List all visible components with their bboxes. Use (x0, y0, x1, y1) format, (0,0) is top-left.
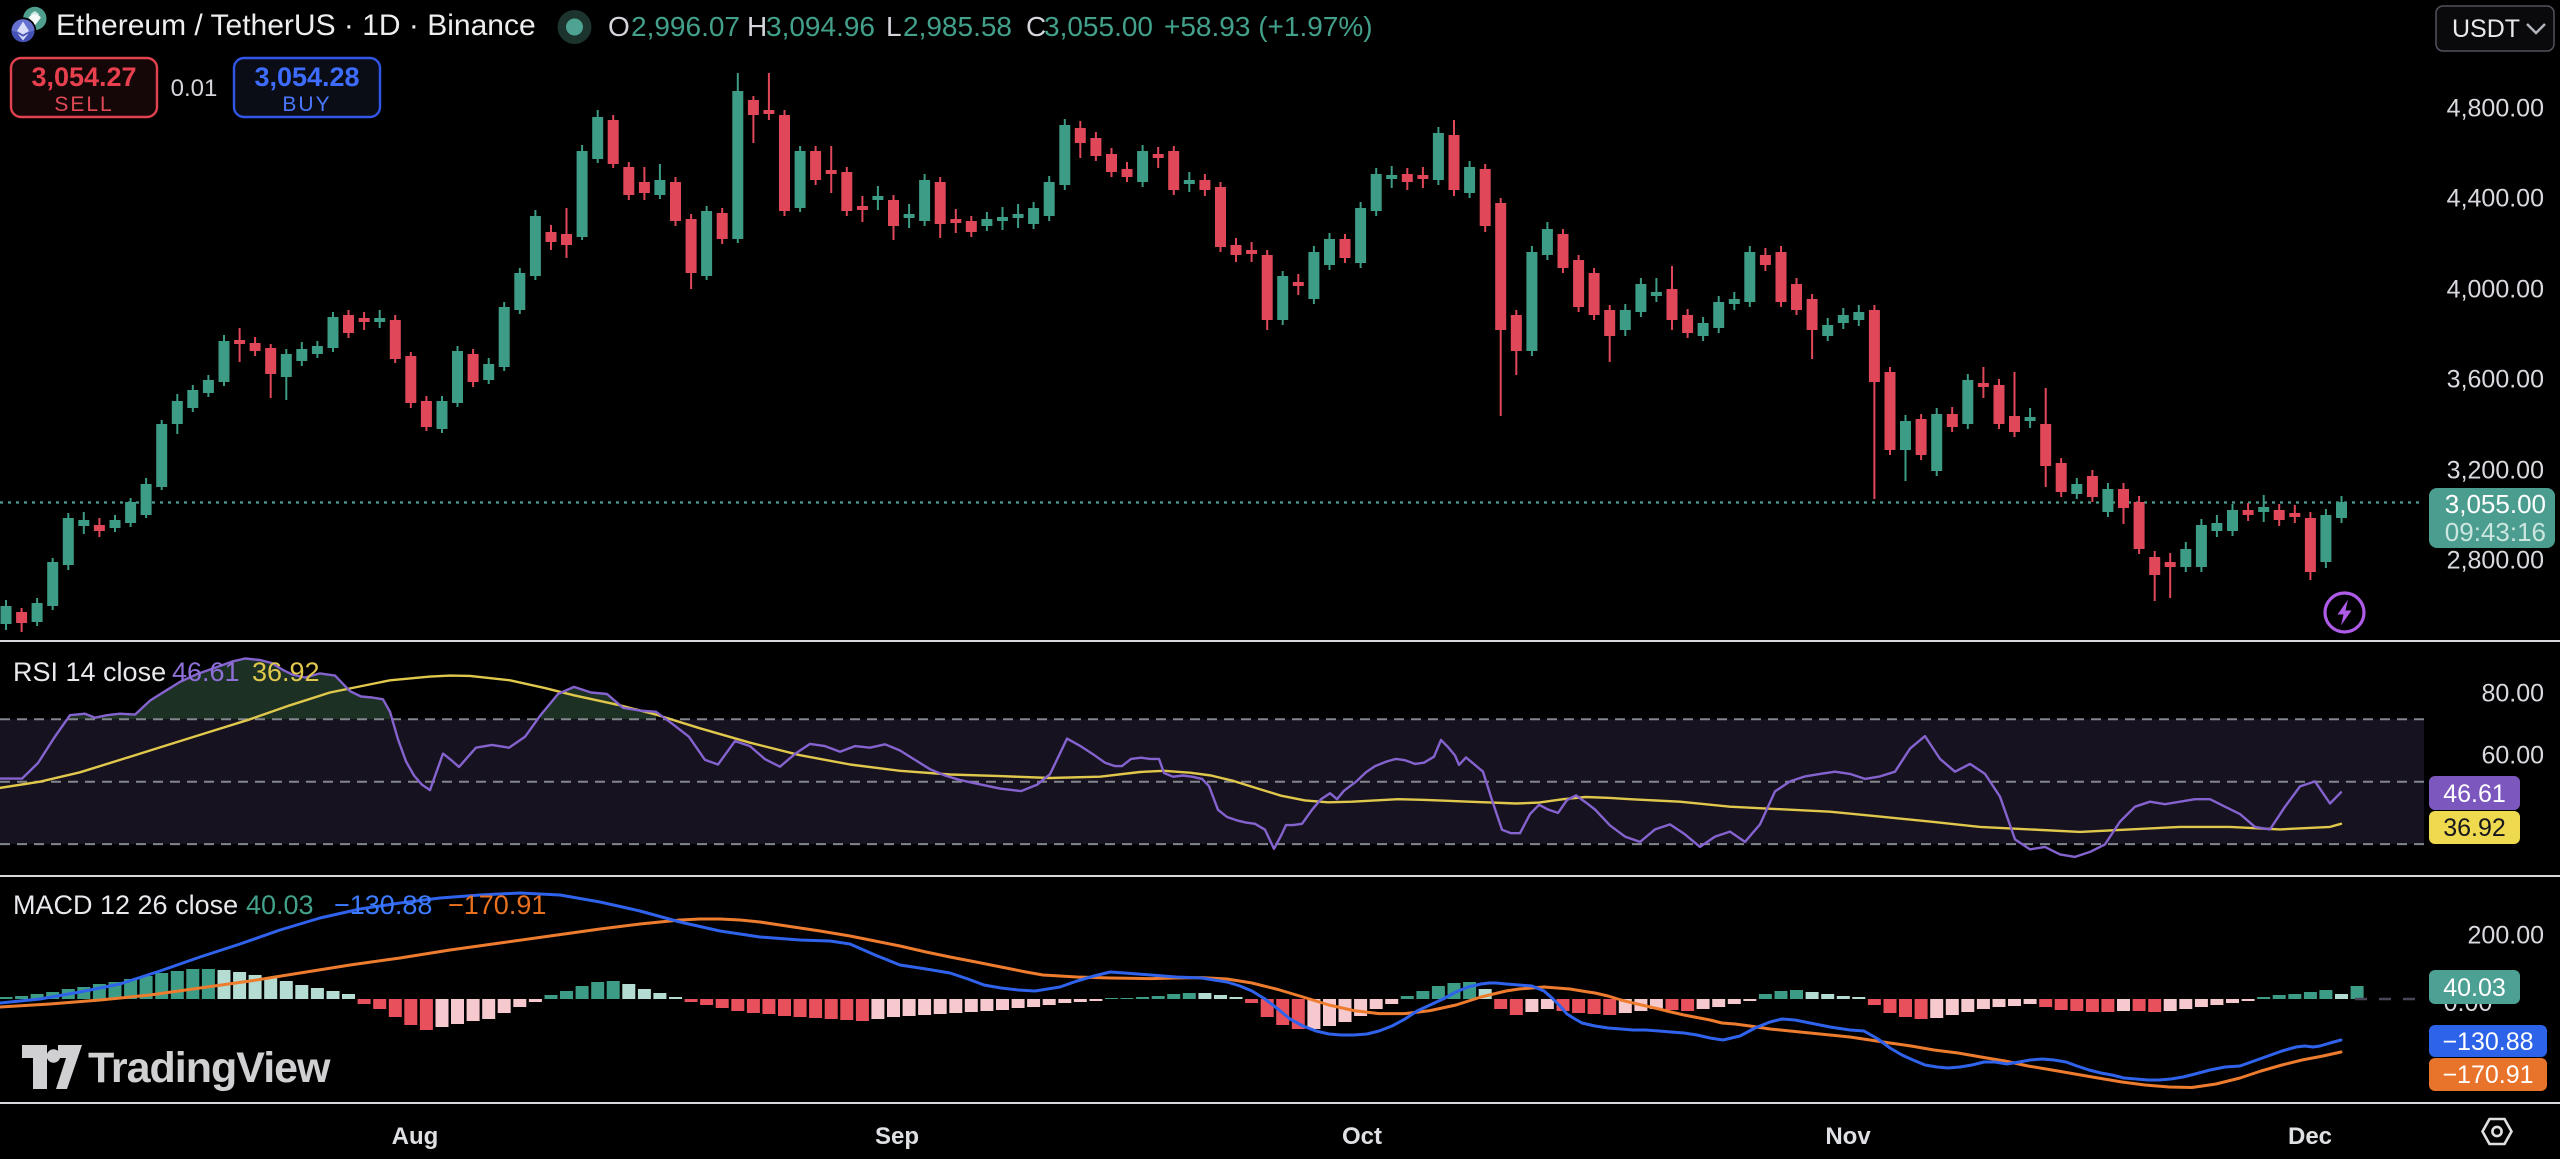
svg-text:4,800.00: 4,800.00 (2447, 95, 2544, 123)
svg-text:MACD 12 26 close: MACD 12 26 close (13, 890, 238, 920)
svg-text:2,800.00: 2,800.00 (2447, 547, 2544, 575)
svg-text:3,055.00: 3,055.00 (2445, 489, 2546, 519)
svg-text:3,054.28: 3,054.28 (254, 62, 359, 92)
svg-text:0.01: 0.01 (171, 75, 218, 102)
svg-text:Ethereum / TetherUS · 1D · Bin: Ethereum / TetherUS · 1D · Binance (56, 9, 536, 42)
svg-text:2,985.58: 2,985.58 (903, 11, 1012, 42)
svg-text:−170.91: −170.91 (2442, 1061, 2533, 1089)
svg-text:4,400.00: 4,400.00 (2447, 185, 2544, 213)
svg-text:Nov: Nov (1825, 1123, 1871, 1150)
svg-text:3,054.27: 3,054.27 (31, 62, 136, 92)
svg-text:O: O (608, 11, 630, 42)
svg-text:40.03: 40.03 (246, 890, 314, 920)
svg-text:L: L (886, 11, 902, 42)
svg-text:RSI 14 close: RSI 14 close (13, 657, 166, 687)
svg-text:Oct: Oct (1342, 1123, 1382, 1150)
svg-text:−170.91: −170.91 (448, 890, 546, 920)
svg-text:09:43:16: 09:43:16 (2445, 517, 2546, 547)
svg-text:−130.88: −130.88 (2442, 1028, 2533, 1056)
svg-text:3,600.00: 3,600.00 (2447, 366, 2544, 394)
svg-text:36.92: 36.92 (2443, 814, 2506, 842)
svg-text:BUY: BUY (282, 93, 331, 116)
svg-text:40.03: 40.03 (2443, 974, 2506, 1002)
svg-text:2,996.07: 2,996.07 (631, 11, 740, 42)
svg-text:46.61: 46.61 (172, 657, 240, 687)
svg-text:3,055.00: 3,055.00 (1044, 11, 1153, 42)
svg-text:C: C (1026, 11, 1046, 42)
svg-text:46.61: 46.61 (2443, 780, 2506, 808)
svg-text:−130.88: −130.88 (334, 890, 432, 920)
svg-text:Aug: Aug (392, 1123, 439, 1150)
svg-text:SELL: SELL (54, 93, 113, 116)
svg-text:USDT: USDT (2452, 15, 2520, 43)
svg-text:4,000.00: 4,000.00 (2447, 276, 2544, 304)
svg-text:Dec: Dec (2288, 1123, 2332, 1150)
svg-text:TradingView: TradingView (88, 1044, 331, 1092)
svg-text:3,200.00: 3,200.00 (2447, 457, 2544, 485)
svg-text:3,094.96: 3,094.96 (766, 11, 875, 42)
svg-text:+58.93 (+1.97%): +58.93 (+1.97%) (1164, 11, 1373, 42)
svg-text:200.00: 200.00 (2468, 922, 2544, 950)
svg-text:80.00: 80.00 (2481, 680, 2544, 708)
svg-text:H: H (747, 11, 767, 42)
svg-text:60.00: 60.00 (2481, 742, 2544, 770)
svg-text:Sep: Sep (875, 1123, 919, 1150)
svg-text:36.92: 36.92 (252, 657, 320, 687)
